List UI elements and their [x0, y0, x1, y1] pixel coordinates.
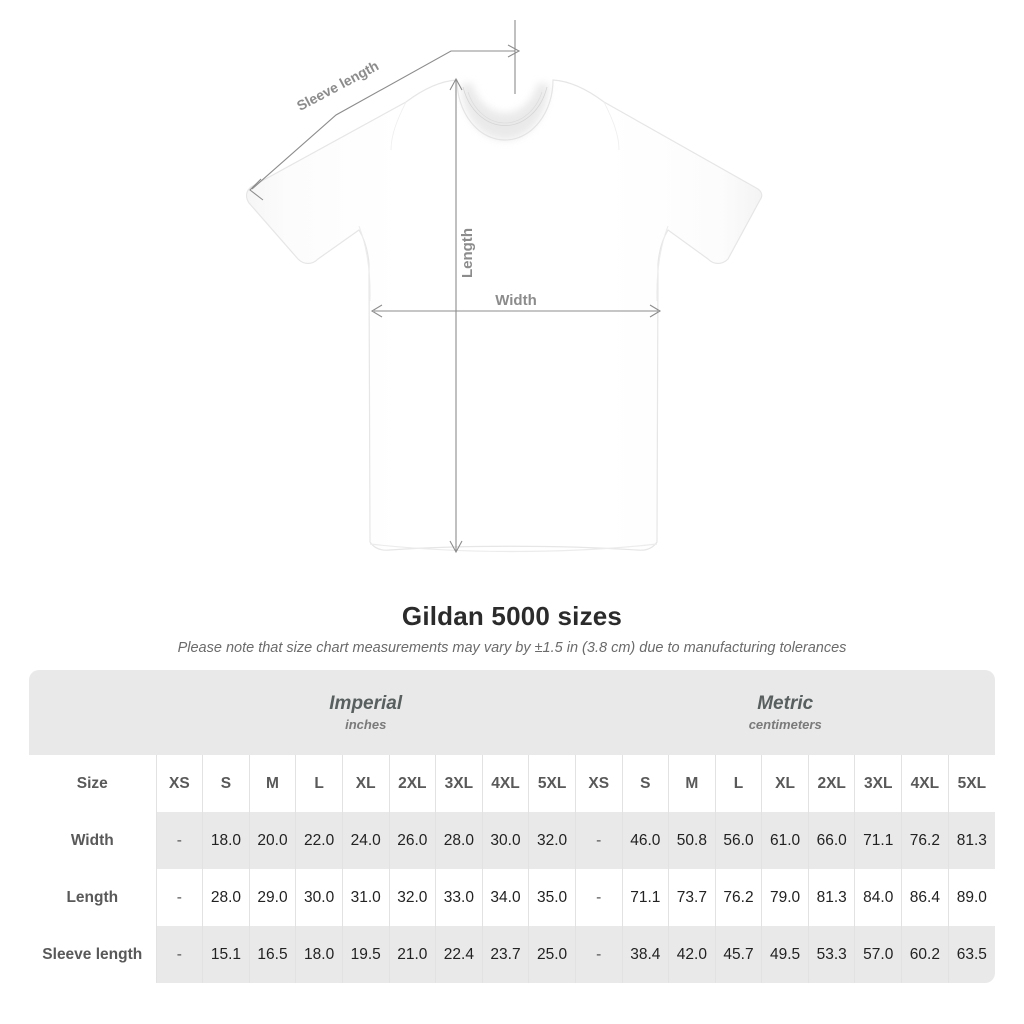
- svg-text:Sleeve length: Sleeve length: [294, 57, 381, 114]
- svg-text:Length: Length: [459, 228, 476, 278]
- svg-text:Width: Width: [495, 292, 537, 309]
